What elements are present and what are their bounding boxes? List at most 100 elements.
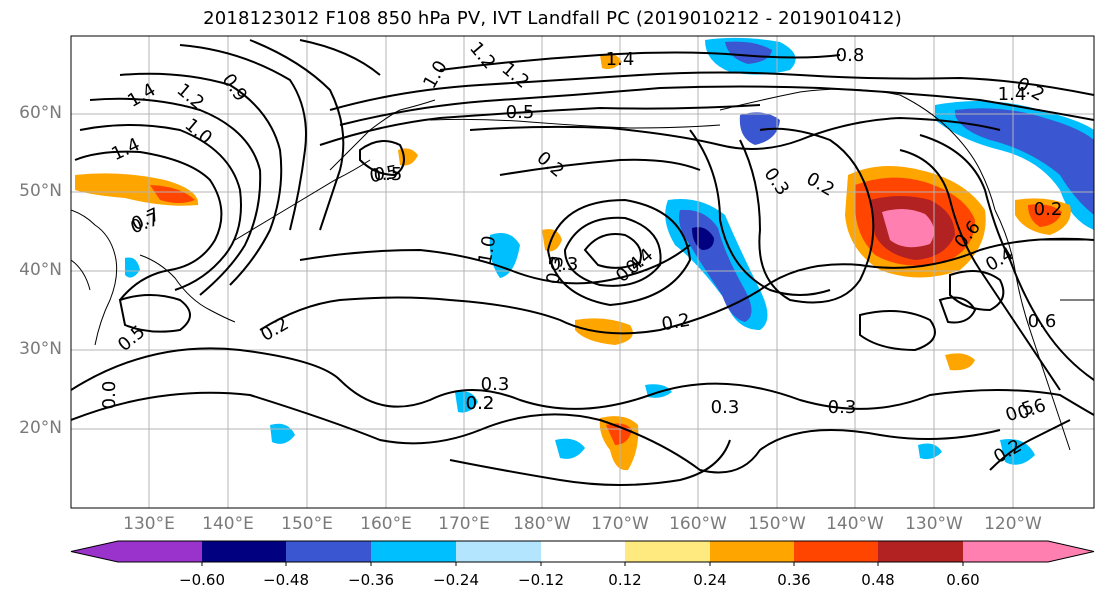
- coastlines: [71, 88, 1094, 451]
- contour-sub-loop: [859, 310, 936, 352]
- contour-east-2: [919, 134, 1094, 381]
- contour-label: 1.0: [475, 234, 501, 266]
- contour-west-6: [249, 39, 345, 231]
- shade-negative-gulf: [739, 112, 780, 145]
- colorbar-extend-min: [71, 541, 118, 562]
- colorbar-segments: [70, 540, 1095, 566]
- shade-negative-ne-inner: [955, 108, 1094, 215]
- colorbar-tick-label: 0.36: [777, 571, 811, 589]
- contour-west-5: [179, 44, 307, 231]
- contour-midlat: [259, 237, 1094, 335]
- colorbar-segment: [541, 541, 625, 562]
- coast-na-border: [1035, 239, 1094, 301]
- shade-negative-20n-e: [918, 443, 942, 460]
- contour-label: 0.8: [836, 45, 865, 66]
- shade-positive-w-coast-inner: [150, 185, 195, 203]
- contour-label: 0.2: [660, 310, 692, 336]
- contour-label: 0.3: [711, 397, 740, 418]
- contour-label: 0.6: [1028, 311, 1057, 332]
- contour-west-1: [74, 150, 223, 301]
- shade-positive-ne-pacific-peak: [882, 208, 934, 248]
- contour-subtropical-2: [71, 391, 1001, 474]
- contour-japan-loop: [118, 294, 191, 333]
- shade-negative-20n-c: [555, 438, 585, 459]
- longitude-label: 150°E: [281, 514, 333, 534]
- contour-label: 1.4: [998, 84, 1027, 105]
- contour-south-2: [989, 419, 1071, 471]
- contour-label: 0.5: [368, 162, 400, 188]
- latitude-label: 60°N: [19, 103, 62, 123]
- shade-positive-east-30n: [945, 353, 975, 371]
- shade-positive-east-coast-inner: [1028, 204, 1062, 227]
- contour-south-1: [449, 439, 731, 486]
- colorbar-tick-label: 0.24: [693, 571, 727, 589]
- contour-label: 0.3: [481, 374, 510, 395]
- coast-japan: [139, 254, 236, 323]
- shade-negative-20n-f: [1000, 439, 1035, 465]
- colorbar-segment: [456, 541, 541, 562]
- contour-west-4: [119, 72, 283, 286]
- contour-midlat-2: [299, 244, 691, 285]
- contour-label: 0.3: [550, 254, 579, 275]
- contour-north-2: [339, 85, 1094, 126]
- coast-na-west: [994, 209, 1071, 451]
- contour-ridge-2: [689, 129, 831, 296]
- contour-label: 0.3: [543, 254, 569, 286]
- contour-low-1: [583, 233, 642, 269]
- contour-north-3: [319, 104, 761, 146]
- contour-labels: 1.4 1.20.81.41.41.41.21.00.70.90.50.5 0.2 0…: [99, 38, 1063, 468]
- contour-label: 1.4: [606, 49, 635, 70]
- longitude-label: 140°E: [202, 514, 254, 534]
- colorbar-segment: [118, 541, 202, 562]
- contour-north-1: [329, 71, 1094, 111]
- chart-title: 2018123012 F108 850 hPa PV, IVT Landfall…: [203, 8, 902, 29]
- contour-east-1: [899, 149, 1061, 391]
- latitude-label: 30°N: [19, 339, 62, 359]
- longitude-label: 120°W: [984, 514, 1042, 534]
- longitude-label: 170°W: [591, 514, 649, 534]
- coast-aleutians: [429, 118, 721, 129]
- contour-label: 0.2: [466, 393, 495, 414]
- contour-label: 0.5: [506, 102, 535, 123]
- contour-label: 0.3: [828, 397, 857, 418]
- longitude-label: 130°E: [123, 514, 175, 534]
- longitude-label: 170°E: [438, 514, 490, 534]
- pv-contours: [71, 39, 1094, 486]
- pv-shading: [75, 37, 1094, 471]
- contour-kamchatka: [359, 140, 405, 177]
- longitude-label: 130°W: [905, 514, 963, 534]
- graticule: [71, 36, 1094, 508]
- contour-label: 0.0: [99, 381, 120, 410]
- contour-north-4: [469, 116, 1001, 150]
- colorbar-tick-label: 0.48: [861, 571, 895, 589]
- shade-negative-north-inner: [725, 41, 772, 64]
- contour-label: 0.2: [1034, 199, 1063, 220]
- longitude-label: 180°W: [513, 514, 571, 534]
- contour-label: 0.5: [374, 164, 403, 185]
- shade-negative-20n-a: [455, 391, 478, 413]
- colorbar-segment: [202, 541, 286, 562]
- colorbar-segment: [963, 541, 1048, 562]
- longitude-label: 140°W: [826, 514, 884, 534]
- contour-west-2: [79, 124, 242, 291]
- colorbar-segment: [625, 541, 710, 562]
- colorbar-segment: [371, 541, 456, 562]
- coast-asia: [71, 209, 118, 346]
- contour-ridge: [739, 127, 875, 304]
- shade-negative-180: [489, 232, 520, 278]
- latitude-label: 20°N: [19, 418, 62, 438]
- colorbar-segment: [878, 541, 963, 562]
- shade-positive-aleutian: [600, 53, 622, 70]
- contour-east-3: [949, 270, 1005, 312]
- colorbar-tick-label: −0.48: [263, 571, 309, 589]
- colorbar-tick-label: −0.12: [518, 571, 564, 589]
- longitude-label: 160°E: [360, 514, 412, 534]
- latitude-label: 40°N: [19, 260, 62, 280]
- contour-low-3: [546, 198, 692, 307]
- longitude-label: 160°W: [669, 514, 727, 534]
- contour-west-7: [299, 39, 381, 76]
- colorbar-tick-label: −0.36: [348, 571, 394, 589]
- colorbar-segment: [286, 541, 371, 562]
